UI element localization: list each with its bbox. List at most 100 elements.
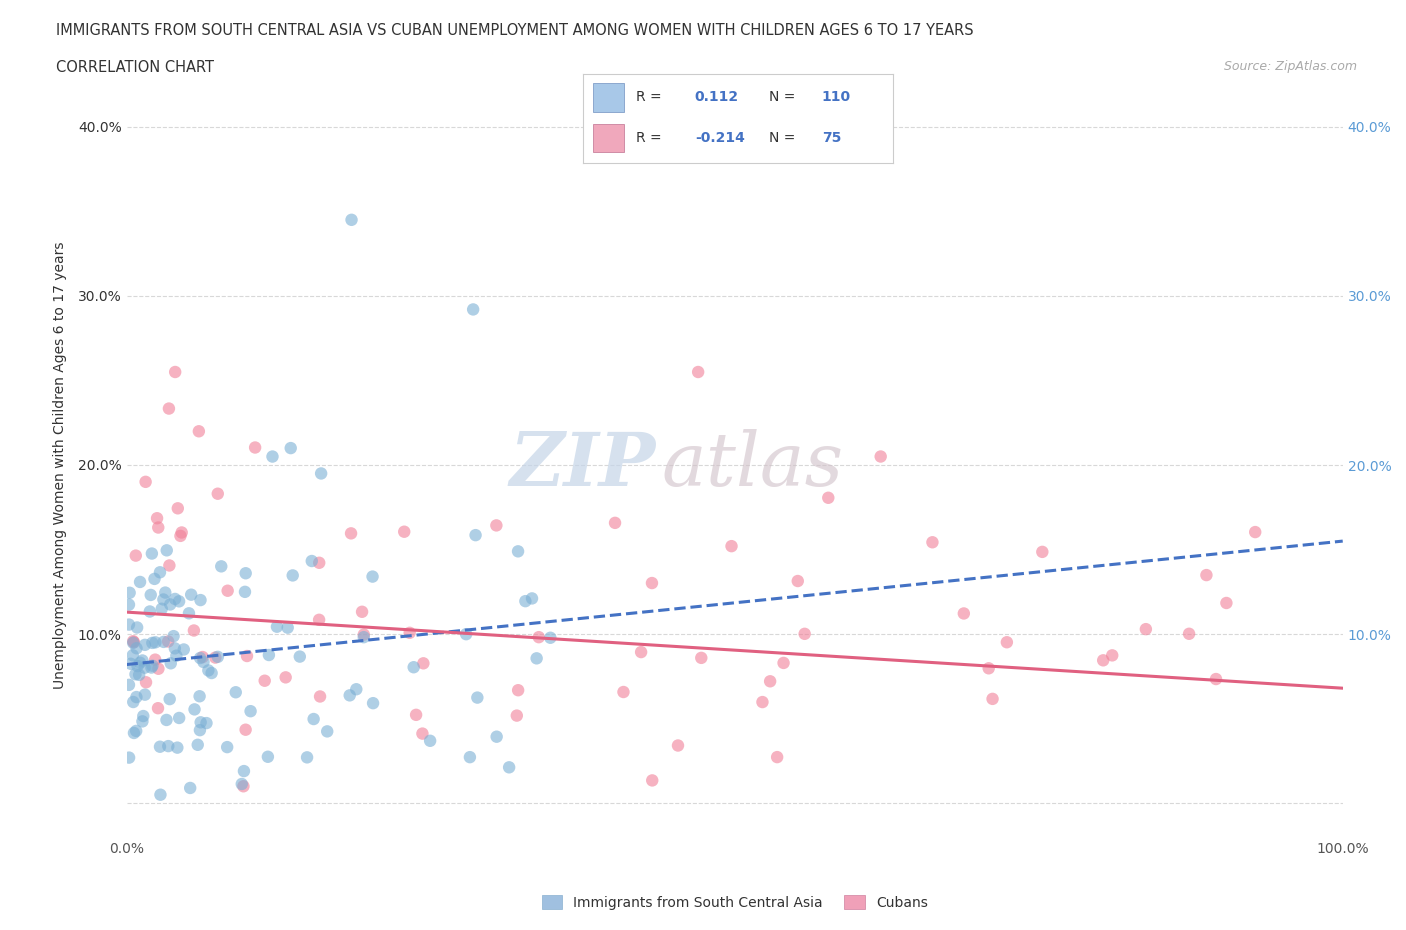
Point (179, 780, 201, 795)
Point (159, 656, 181, 671)
Point (506, 708, 529, 723)
Point (281, 568, 304, 583)
Point (353, 627, 375, 642)
Point (129, 575, 152, 590)
Point (526, 651, 548, 666)
Text: atlas: atlas (662, 429, 844, 501)
Point (353, 630, 375, 644)
Point (225, 684, 247, 699)
Point (217, 583, 239, 598)
Point (167, 711, 190, 725)
Point (190, 592, 212, 607)
Point (603, 515, 626, 530)
Point (159, 597, 181, 612)
Point (141, 658, 163, 673)
Text: IMMIGRANTS FROM SOUTH CENTRAL ASIA VS CUBAN UNEMPLOYMENT AMONG WOMEN WITH CHILDR: IMMIGRANTS FROM SOUTH CENTRAL ASIA VS CU… (56, 23, 974, 38)
Point (233, 764, 256, 778)
Point (134, 660, 156, 675)
Point (464, 527, 486, 542)
Point (139, 604, 162, 619)
Bar (593, 124, 624, 153)
Legend: Immigrants from South Central Asia, Cubans: Immigrants from South Central Asia, Cuba… (536, 890, 934, 916)
Point (129, 656, 152, 671)
Point (641, 576, 664, 591)
Point (204, 650, 226, 665)
Point (288, 649, 311, 664)
Point (751, 695, 773, 710)
Point (193, 655, 215, 670)
Point (1215, 595, 1237, 610)
Point (352, 604, 374, 619)
Point (266, 619, 288, 634)
Text: 0.112: 0.112 (695, 90, 740, 104)
Text: ZIP: ZIP (509, 429, 655, 501)
Point (309, 689, 332, 704)
Point (148, 661, 170, 676)
Point (506, 544, 529, 559)
Point (772, 656, 794, 671)
Text: N =: N = (769, 90, 800, 104)
Point (793, 627, 815, 642)
Point (412, 656, 434, 671)
Point (118, 597, 141, 612)
Point (1195, 567, 1218, 582)
Point (253, 673, 276, 688)
Point (156, 543, 179, 558)
Point (157, 738, 180, 753)
Point (150, 602, 173, 617)
Point (177, 605, 200, 620)
Point (209, 559, 232, 574)
Point (921, 535, 943, 550)
Point (157, 634, 180, 649)
Point (188, 723, 211, 737)
Point (1092, 653, 1115, 668)
Point (124, 667, 146, 682)
Point (977, 661, 1000, 676)
Point (308, 612, 330, 627)
Point (394, 525, 416, 539)
Point (155, 585, 177, 600)
Point (759, 674, 782, 689)
Point (125, 548, 148, 563)
Point (122, 635, 145, 650)
Point (152, 592, 174, 607)
Point (163, 591, 186, 606)
Point (127, 620, 149, 635)
Point (301, 553, 323, 568)
Point (162, 629, 184, 644)
Point (302, 711, 325, 726)
Point (1178, 626, 1201, 641)
Point (187, 424, 209, 439)
Point (187, 737, 209, 752)
Point (166, 740, 188, 755)
Point (243, 440, 266, 455)
Point (188, 689, 211, 704)
Point (630, 644, 652, 659)
Point (122, 633, 145, 648)
Point (257, 750, 280, 764)
Point (995, 635, 1018, 650)
Point (146, 511, 169, 525)
Point (118, 618, 141, 632)
Point (641, 773, 664, 788)
Point (361, 696, 384, 711)
Point (135, 675, 157, 690)
Point (411, 726, 433, 741)
Point (467, 690, 489, 705)
Text: 75: 75 (821, 131, 841, 145)
Point (167, 594, 190, 609)
Point (127, 658, 149, 673)
Point (159, 692, 181, 707)
Point (456, 627, 478, 642)
Text: N =: N = (769, 131, 800, 145)
Point (125, 724, 148, 738)
Point (118, 585, 141, 600)
Point (157, 558, 180, 573)
Bar (593, 84, 624, 112)
Point (145, 635, 167, 650)
Point (163, 641, 186, 656)
Point (690, 650, 713, 665)
Point (149, 739, 172, 754)
Point (786, 574, 808, 589)
Point (361, 569, 384, 584)
